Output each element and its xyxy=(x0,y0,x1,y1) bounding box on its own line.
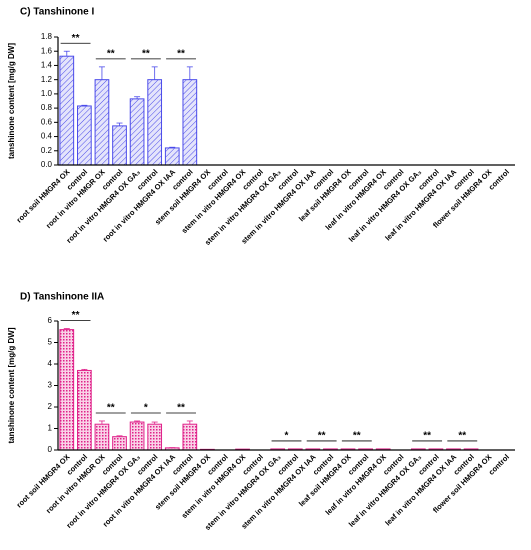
bar xyxy=(59,55,75,166)
bar xyxy=(182,79,198,166)
y-tick-label: 5 xyxy=(48,338,53,347)
y-tick-label: 1.2 xyxy=(41,75,53,84)
significance-label: ** xyxy=(107,49,115,60)
bar xyxy=(147,79,163,166)
bar xyxy=(164,147,180,166)
bar xyxy=(182,423,198,451)
y-tick-label: 0.6 xyxy=(41,117,53,126)
bar xyxy=(112,125,127,166)
significance-label: ** xyxy=(177,49,185,60)
y-tick-label: 3 xyxy=(48,381,53,390)
bar xyxy=(112,436,127,451)
y-axis-label: tanshinone content [mg/g DW] xyxy=(7,327,16,443)
chart-title: C) Tanshinone I xyxy=(20,7,94,18)
y-tick-label: 1 xyxy=(48,424,53,433)
y-axis-label: tanshinone content [mg/g DW] xyxy=(7,43,16,159)
bar xyxy=(77,105,92,166)
bar xyxy=(147,423,163,451)
significance-label: ** xyxy=(72,33,80,44)
bar xyxy=(94,423,110,451)
y-tick-label: 0.8 xyxy=(41,103,53,112)
y-tick-label: 1.4 xyxy=(41,61,53,70)
significance-label: * xyxy=(285,431,289,442)
y-tick-label: 0.0 xyxy=(41,160,53,169)
bar xyxy=(129,98,145,166)
y-tick-label: 0 xyxy=(48,445,53,454)
significance-label: ** xyxy=(353,431,361,442)
significance-label: ** xyxy=(423,431,431,442)
significance-label: ** xyxy=(458,431,466,442)
bar xyxy=(94,79,110,166)
bar xyxy=(59,329,75,451)
y-tick-label: 2 xyxy=(48,402,53,411)
y-tick-label: 6 xyxy=(48,316,53,325)
significance-label: ** xyxy=(142,49,150,60)
y-tick-label: 1.8 xyxy=(41,32,53,41)
y-tick-label: 1.0 xyxy=(41,89,53,98)
significance-label: ** xyxy=(72,310,80,321)
bar xyxy=(129,421,145,451)
significance-label: ** xyxy=(107,403,115,414)
y-tick-label: 4 xyxy=(48,359,53,368)
significance-label: ** xyxy=(318,431,326,442)
bar xyxy=(77,369,92,451)
y-tick-label: 0.4 xyxy=(41,132,53,141)
significance-label: * xyxy=(144,403,148,414)
chart-title: D) Tanshinone IIA xyxy=(20,292,104,303)
y-tick-label: 0.2 xyxy=(41,146,53,155)
y-tick-label: 1.6 xyxy=(41,46,53,55)
significance-label: ** xyxy=(177,403,185,414)
